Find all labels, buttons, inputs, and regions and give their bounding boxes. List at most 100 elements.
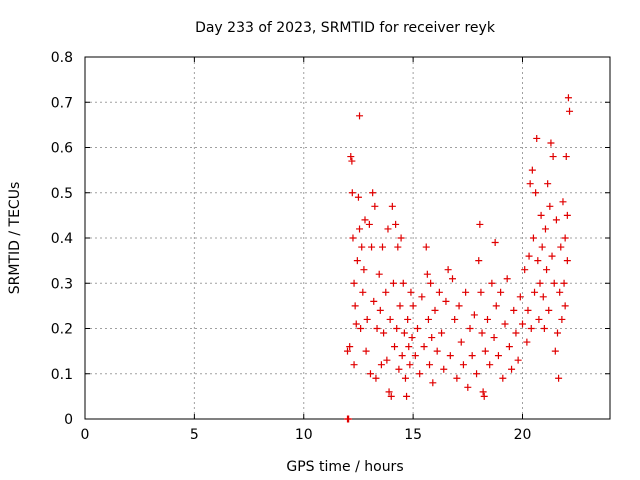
data-point xyxy=(387,392,395,400)
data-point xyxy=(488,279,496,287)
axis-ticks: 0 5 10 15 20 0 0.1 0.2 0.3 0.4 0.5 0.6 0.7 0.8 xyxy=(51,50,610,443)
data-point xyxy=(479,388,487,396)
data-point xyxy=(501,320,509,328)
data-point xyxy=(478,329,486,337)
data-point xyxy=(359,288,367,296)
data-point xyxy=(563,211,571,219)
data-point xyxy=(433,347,441,355)
data-point xyxy=(476,220,484,228)
data-point xyxy=(491,239,499,247)
data-point xyxy=(408,334,416,342)
data-point xyxy=(391,343,399,351)
data-point xyxy=(459,361,467,369)
data-point xyxy=(423,270,431,278)
data-point xyxy=(385,388,393,396)
data-point xyxy=(404,315,412,323)
data-point xyxy=(529,234,537,242)
data-point xyxy=(395,365,403,373)
data-point xyxy=(428,334,436,342)
data-point xyxy=(357,325,365,332)
data-point xyxy=(384,225,392,233)
data-point xyxy=(543,266,551,274)
data-point xyxy=(499,374,507,382)
data-point xyxy=(468,352,476,360)
data-point xyxy=(424,315,432,323)
data-point xyxy=(514,356,522,364)
data-point xyxy=(352,320,360,328)
data-point xyxy=(438,329,446,337)
data-point xyxy=(535,315,543,323)
y-tick-label: 0.1 xyxy=(51,367,73,383)
data-point xyxy=(455,302,463,310)
y-tick-label: 0.7 xyxy=(51,95,73,111)
data-point xyxy=(396,302,404,310)
data-point xyxy=(531,288,539,296)
data-point xyxy=(376,306,384,314)
y-axis-label: SRMTID / TECUs xyxy=(7,182,23,295)
y-tick-label: 0 xyxy=(64,412,73,428)
data-point xyxy=(545,306,553,314)
data-point xyxy=(449,275,456,283)
data-point xyxy=(349,234,357,242)
data-point xyxy=(393,325,401,332)
data-point xyxy=(470,311,478,319)
data-point xyxy=(348,189,356,197)
y-tick-label: 0.2 xyxy=(51,322,73,338)
data-point xyxy=(486,361,494,369)
data-point xyxy=(347,153,355,161)
data-points xyxy=(344,94,574,423)
data-point xyxy=(544,180,552,188)
data-point xyxy=(561,234,569,242)
data-point xyxy=(536,279,544,287)
data-point xyxy=(466,325,474,332)
data-point xyxy=(494,352,502,360)
data-point xyxy=(366,370,374,378)
data-point xyxy=(561,302,569,310)
data-point xyxy=(453,374,461,382)
data-point xyxy=(350,361,358,369)
data-point xyxy=(403,392,411,400)
data-point xyxy=(557,243,565,251)
data-point xyxy=(409,302,417,310)
data-point xyxy=(475,257,483,265)
data-point xyxy=(346,343,354,351)
data-point xyxy=(370,297,378,305)
data-point xyxy=(492,302,500,310)
data-point xyxy=(551,347,559,355)
data-point xyxy=(416,370,424,378)
data-point xyxy=(422,243,430,251)
data-point xyxy=(407,288,415,296)
data-point xyxy=(547,139,555,147)
data-point xyxy=(373,325,381,332)
data-point xyxy=(526,180,534,188)
data-point xyxy=(539,293,547,301)
data-point xyxy=(345,415,353,423)
data-point xyxy=(451,315,459,323)
data-point xyxy=(392,220,400,228)
data-point xyxy=(521,266,529,274)
data-point xyxy=(538,243,546,251)
data-point xyxy=(429,379,437,387)
data-point xyxy=(431,306,439,314)
data-point xyxy=(380,329,388,337)
data-point xyxy=(399,279,407,287)
data-point xyxy=(351,302,359,310)
x-tick-label: 5 xyxy=(190,427,199,443)
grid-lines xyxy=(85,57,610,419)
data-point xyxy=(382,288,390,296)
data-point xyxy=(554,329,561,337)
data-point xyxy=(546,202,554,210)
data-point xyxy=(406,361,414,369)
data-point xyxy=(361,216,369,224)
data-point xyxy=(512,329,520,337)
data-point xyxy=(548,252,556,260)
data-point xyxy=(537,211,545,219)
data-point xyxy=(549,153,557,161)
x-tick-label: 20 xyxy=(514,427,532,443)
data-point xyxy=(523,338,531,346)
data-point xyxy=(383,356,391,364)
data-point xyxy=(556,288,564,296)
data-point xyxy=(510,306,518,314)
data-point xyxy=(541,225,549,233)
y-tick-label: 0.8 xyxy=(51,50,73,66)
